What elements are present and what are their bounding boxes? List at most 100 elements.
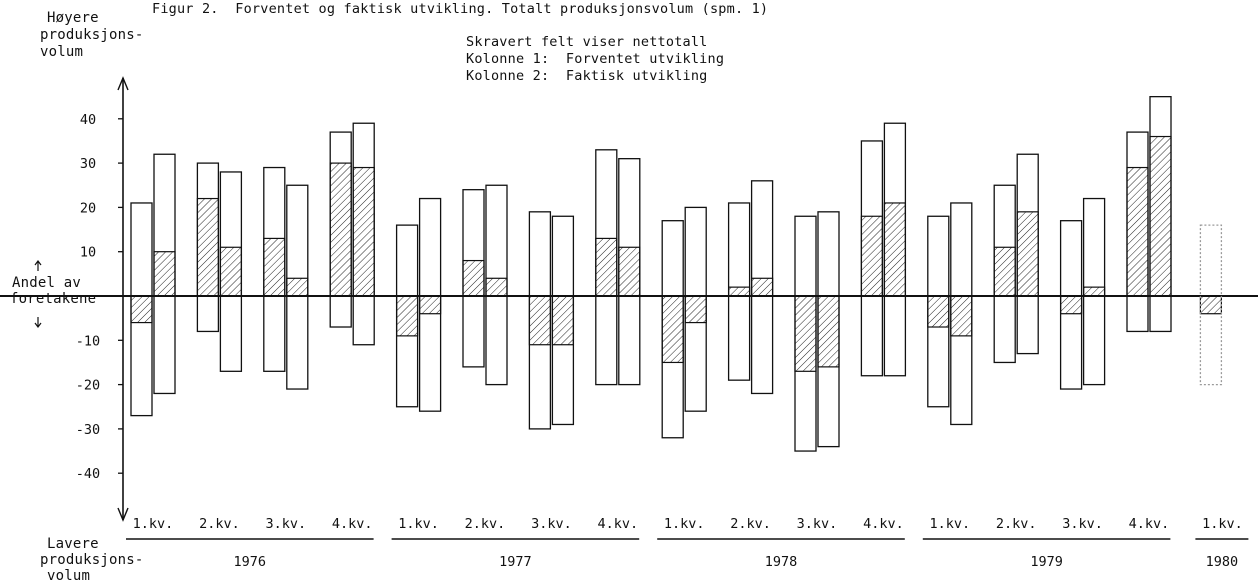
bar-actual — [684, 206, 707, 412]
bar-actual-net — [153, 251, 176, 297]
quarter-label: 4.kv. — [597, 516, 638, 532]
bar-expected-net — [1126, 166, 1149, 297]
y-top-label-3: volum — [40, 44, 84, 60]
bar-expected — [927, 215, 950, 408]
bar-actual — [219, 171, 243, 372]
bar-actual-net — [883, 202, 907, 297]
mid-arrow-up-icon — [34, 260, 42, 271]
y-tick-label: -20 — [76, 378, 100, 394]
bar-actual — [153, 153, 176, 395]
bar-expected-net — [860, 215, 884, 297]
year-label: 1980 — [1206, 554, 1239, 570]
bar-actual — [750, 180, 774, 395]
bar-expected — [130, 202, 153, 417]
bar-expected — [462, 189, 485, 368]
bar-expected-net — [993, 246, 1016, 297]
bar-actual-net — [419, 295, 442, 315]
y-axis-arrow-down — [117, 507, 129, 522]
bar-actual — [551, 215, 575, 426]
y-tick-label: -10 — [76, 333, 100, 349]
bar-expected-net — [595, 237, 618, 297]
year-label: 1976 — [234, 554, 267, 570]
bar-expected — [794, 215, 817, 452]
bar-expected-net — [396, 295, 419, 337]
quarter-label: 1.kv. — [664, 516, 705, 532]
bar-expected-net — [528, 295, 552, 346]
bar-actual-net — [219, 246, 242, 297]
bar-expected — [860, 140, 884, 377]
quarter-label: 3.kv. — [797, 516, 838, 532]
bar-actual — [950, 202, 973, 426]
bar-actual — [618, 158, 641, 386]
y-tick-label: 30 — [80, 156, 96, 172]
bar-actual-net — [286, 277, 309, 297]
bar-expected — [263, 166, 286, 372]
bar-expected — [329, 131, 352, 328]
bar-actual — [352, 122, 375, 346]
quarter-label: 2.kv. — [996, 516, 1037, 532]
quarter-label: 4.kv. — [863, 516, 904, 532]
y-mid-label-1: Andel av — [12, 275, 82, 291]
legend-line-3: Kolonne 2: Faktisk utvikling — [466, 68, 708, 84]
y-tick-label: -30 — [76, 422, 100, 438]
bar-expected-net — [1059, 295, 1083, 315]
quarter-label: 1.kv. — [133, 516, 174, 532]
bar-actual-net — [485, 277, 508, 297]
bar-actual-net — [352, 166, 375, 297]
bar-actual — [1016, 153, 1039, 355]
bar-expected — [528, 211, 552, 430]
bar-expected-net — [794, 295, 817, 372]
quarter-label: 1.kv. — [1202, 516, 1243, 532]
bar-actual-net — [817, 295, 840, 368]
bar-expected-net — [196, 197, 219, 297]
bar-expected — [595, 149, 618, 386]
quarter-label: 1.kv. — [398, 516, 439, 532]
bar-actual — [1082, 197, 1106, 386]
mid-arrow-down-icon — [34, 317, 42, 328]
bar-expected — [993, 184, 1016, 364]
year-label: 1977 — [499, 554, 532, 570]
bar-actual — [883, 122, 907, 377]
bar-expected — [727, 202, 751, 381]
bar-actual-net — [950, 295, 973, 337]
title: Figur 2. Forventet og faktisk utvikling.… — [152, 1, 769, 17]
quarter-label: 3.kv. — [531, 516, 572, 532]
y-bottom-label-1: Lavere — [47, 536, 99, 552]
bar-expected — [1126, 131, 1149, 333]
quarter-label: 4.kv. — [332, 516, 373, 532]
bar-actual-net — [1082, 286, 1106, 297]
bar-actual — [1149, 96, 1172, 333]
quarter-label: 1.kv. — [929, 516, 970, 532]
bar-actual — [485, 184, 508, 386]
y-tick-label: 40 — [80, 112, 96, 128]
quarter-label: 3.kv. — [1062, 516, 1103, 532]
bar-expected-net — [130, 295, 153, 324]
bar-expected — [661, 220, 684, 439]
quarter-label: 3.kv. — [265, 516, 306, 532]
bar-actual-net — [750, 277, 774, 297]
bar-actual — [817, 211, 840, 448]
y-top-label-1: Høyere — [47, 10, 99, 26]
bar-actual-net — [1149, 135, 1172, 297]
y-top-label-2: produksjons- — [40, 27, 144, 43]
bar-expected-net — [927, 295, 950, 328]
quarter-label: 4.kv. — [1129, 516, 1170, 532]
quarter-label: 2.kv. — [199, 516, 240, 532]
bar-expected-net — [263, 237, 286, 297]
bar-expected — [1199, 224, 1223, 386]
bar-expected — [1059, 220, 1083, 390]
bar-expected — [395, 224, 419, 408]
legend-line-2: Kolonne 1: Forventet utvikling — [466, 51, 725, 67]
quarter-label: 2.kv. — [465, 516, 506, 532]
year-label: 1978 — [765, 554, 798, 570]
y-bottom-label-3: volum — [47, 568, 91, 584]
year-label: 1979 — [1030, 554, 1063, 570]
y-tick-label: 10 — [80, 245, 96, 261]
y-axis-arrow-up — [117, 76, 129, 91]
bar-expected-net — [462, 259, 485, 297]
bar-actual-net — [618, 246, 641, 297]
quarter-label: 2.kv. — [730, 516, 771, 532]
bar-actual — [418, 197, 442, 412]
bar-actual-net — [551, 295, 575, 346]
